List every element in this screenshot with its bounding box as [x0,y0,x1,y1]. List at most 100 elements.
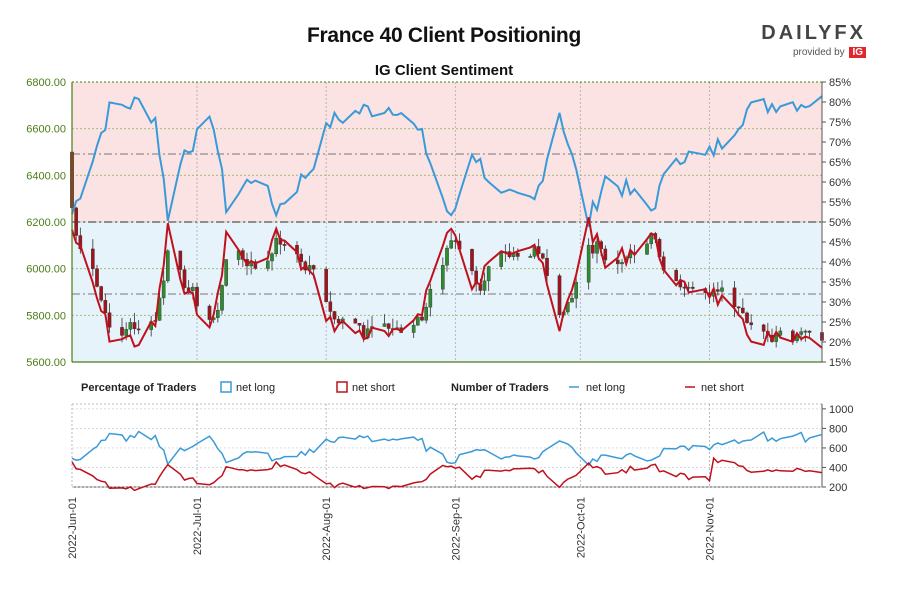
candle-down [470,249,474,272]
candle-down [545,257,549,276]
candle-down [120,327,124,336]
candle-down [195,286,199,307]
x-tick-label: 2022-Jun-01 [67,497,79,559]
x-tick-label: 2022-Jul-01 [192,497,204,555]
candle-up [124,329,128,336]
candle-down [732,287,737,308]
brand-tagline: provided by IG [761,47,866,58]
candle-up [224,259,228,286]
percent-tick-label: 55% [829,197,851,209]
brand-name: DAILYFX [761,22,866,44]
price-tick-label: 6400.00 [26,170,66,182]
candle-up [586,244,591,283]
candle-down [299,253,303,262]
chart-subtitle: IG Client Sentiment [374,62,514,79]
candle-down [357,323,362,326]
candle-up [216,310,220,318]
candle-up [570,298,574,303]
candle-up [645,243,649,255]
candle-down [311,265,316,270]
candle-up [266,260,270,269]
legend-number-label: Number of Traders [451,382,549,394]
x-tick-label: 2022-Nov-01 [705,497,717,561]
candle-up [441,265,445,290]
candle-down [136,328,141,331]
candle-up [128,322,133,330]
ig-logo: IG [849,47,866,58]
candle-down [324,269,328,302]
x-tick-label: 2022-Sep-01 [450,497,462,561]
percent-tick-label: 20% [829,337,851,349]
price-tick-label: 6200.00 [26,217,66,229]
candle-down [420,316,424,321]
candle-down [186,287,191,291]
candlestick-series [70,151,824,348]
candle-up [620,262,624,265]
candle-down [603,248,608,261]
candle-down [99,286,103,301]
count-tick-label: 800 [829,423,847,435]
candle-up [799,331,803,335]
axes: 5600.00 5800.00 6000.00 6200.00 6400.00 6600.… [26,77,851,369]
candle-down [328,301,333,312]
candle-up [486,266,491,282]
candle-down [107,312,112,328]
chart-title: France 40 Client Positioning [307,24,581,47]
net-short-percentage-line [71,217,823,349]
candle-up [411,324,416,333]
candle-down [557,275,562,316]
candle-down [736,306,741,309]
percent-tick-label: 35% [829,277,851,289]
candle-up [499,252,503,267]
candle-up [166,250,170,282]
legend-net-short-box [336,381,348,393]
candle-down [616,259,620,265]
legend-net-long-label: net long [236,382,275,394]
percentage-series [71,95,823,349]
x-tick-label: 2022-Oct-01 [575,497,587,558]
percent-tick-label: 70% [829,137,851,149]
candle-up [574,281,578,299]
candle-up [449,240,453,249]
candle-up [191,286,195,291]
net-long-count-line [71,430,823,467]
candle-up [416,316,420,326]
net-short-count-line [71,456,823,492]
percent-tick-label: 80% [829,97,851,109]
legend-net-short-count-label: net short [701,382,744,394]
percent-tick-label: 45% [829,237,851,249]
percent-tick-label: 85% [829,77,851,89]
candle-down [353,318,358,324]
legend-percentage-label: Percentage of Traders [81,382,197,394]
count-tick-label: 200 [829,482,847,494]
price-tick-label: 5800.00 [26,310,66,322]
candle-down [674,270,678,281]
candle-down [541,253,545,259]
candle-down [591,244,595,254]
candle-up [220,285,224,311]
candle-up [270,253,274,262]
candle-down [78,235,83,250]
candle-down [741,307,745,314]
candle-down [332,311,337,320]
candle-up [445,247,449,266]
percent-tick-label: 50% [829,217,851,229]
net-long-percentage-line [71,95,823,227]
legend-net-long-count-label: net long [586,382,625,394]
percent-tick-label: 65% [829,157,851,169]
candle-down [807,330,812,333]
candle-down [282,244,287,246]
brand-logo: DAILYFX provided by IG [761,22,866,58]
price-tick-label: 6000.00 [26,264,66,276]
candle-down [761,324,766,332]
candle-down [336,318,341,324]
percent-tick-label: 30% [829,297,851,309]
candle-down [386,323,391,329]
candle-up [428,288,433,308]
x-axis-tick-labels: 2022-Jun-01 2022-Jul-01 2022-Aug-01 2022-Se… [67,497,717,561]
brand-provided-by: provided by [792,47,845,58]
candle-down [91,248,95,269]
candle-up [528,256,533,258]
candle-down [207,305,212,320]
price-tick-label: 6600.00 [26,124,66,136]
